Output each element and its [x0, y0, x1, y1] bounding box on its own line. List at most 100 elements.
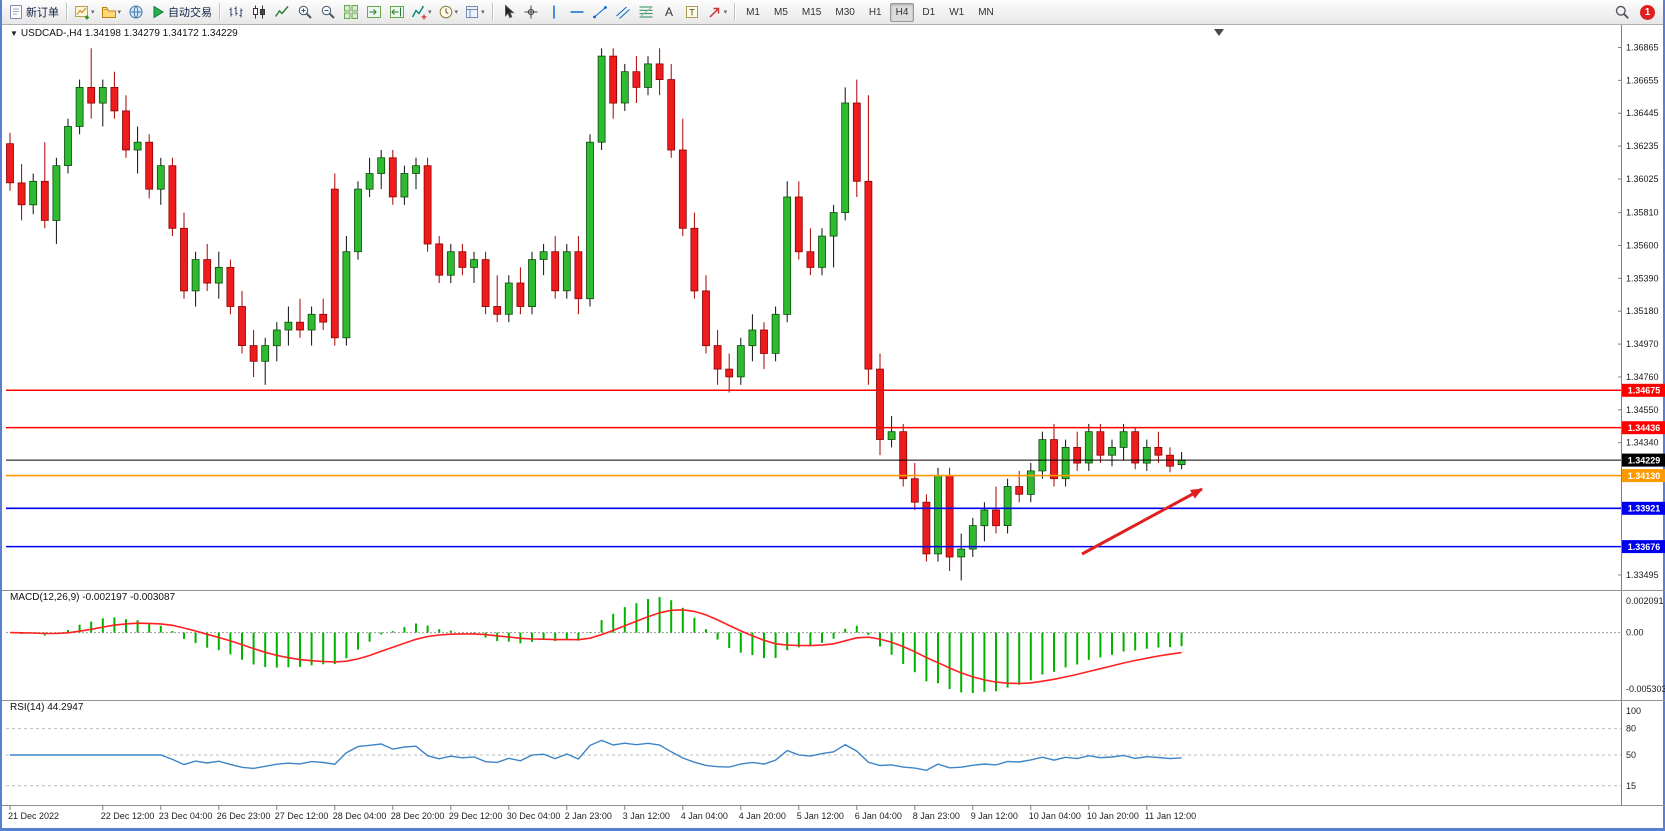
candle-body — [365, 173, 374, 190]
candle-body — [899, 431, 908, 480]
zoom-in-icon — [297, 4, 313, 20]
candle-body — [1003, 486, 1012, 526]
new-order-button[interactable]: 新订单 — [5, 2, 62, 23]
macd-signal-line — [9, 608, 1182, 685]
fibonacci-icon — [638, 4, 654, 20]
macd-label: MACD(12,26,9) -0.002197 -0.003087 — [10, 592, 176, 603]
auto-scroll-button[interactable] — [362, 2, 385, 23]
candle-body — [644, 63, 652, 88]
tile-windows-button[interactable] — [339, 2, 362, 23]
candle-body — [539, 251, 548, 260]
arrow-tool-icon — [707, 4, 723, 20]
auto-trading-label: 自动交易 — [168, 7, 213, 19]
candle-body — [945, 475, 954, 558]
candle-body — [400, 173, 409, 198]
toolbar: 新订单 ▾ ▾ 自动交易 ▾ ▾ ▾ A T ▾ M1 M5 M15 M30 H1 H4 D1 W1 MN 1 — [2, 0, 1663, 25]
bar-chart-button[interactable] — [224, 2, 247, 23]
candle-body — [145, 141, 154, 190]
indicators-button[interactable]: ▾ — [408, 2, 435, 23]
chart-shift-icon — [389, 4, 405, 20]
timeframe-h4-button[interactable]: H4 — [889, 2, 915, 22]
crosshair-button[interactable] — [520, 2, 543, 23]
price-scale-label: 1.34760 — [1626, 372, 1659, 382]
candle-body — [284, 321, 293, 331]
candle-body — [238, 306, 246, 346]
svg-text:15: 15 — [1626, 781, 1636, 791]
candle-body — [864, 180, 873, 370]
timeframe-d1-button[interactable]: D1 — [922, 6, 936, 18]
auto-trading-button[interactable]: 自动交易 — [147, 2, 215, 23]
text-button[interactable]: A — [658, 2, 681, 23]
notifications-badge[interactable]: 1 — [1640, 4, 1655, 20]
indicators-icon — [411, 4, 427, 20]
price-chart-canvas[interactable]: 1.34675 1.34436 1.34229 1.34130 1.33921 1.336… — [2, 25, 1665, 831]
profiles-button[interactable]: ▾ — [98, 2, 125, 23]
search-button[interactable] — [1610, 2, 1633, 23]
zoom-out-button[interactable] — [316, 2, 339, 23]
cursor-icon — [500, 4, 516, 20]
toolbar-separator — [491, 3, 493, 21]
candle-body — [249, 345, 258, 362]
candle-body — [6, 143, 14, 184]
timeframe-m30-button[interactable]: M30 — [835, 6, 855, 18]
chart-shift-button[interactable] — [385, 2, 408, 23]
candle-body — [841, 102, 850, 213]
candle-body — [1108, 446, 1116, 456]
cursor-button[interactable] — [497, 2, 520, 23]
timeframe-m5-button[interactable]: M5 — [774, 6, 788, 18]
time-scale[interactable]: 21 Dec 2022 22 Dec 12:00 23 Dec 04:00 26 De… — [8, 805, 1196, 821]
time-scale-label: 5 Jan 12:00 — [797, 811, 844, 821]
candle-body — [980, 509, 989, 527]
chart-shift-marker-icon[interactable] — [1214, 29, 1224, 36]
candle-body — [29, 180, 38, 206]
candle-body — [794, 196, 803, 253]
candlestick-chart-button[interactable] — [247, 2, 270, 23]
trendline-button[interactable] — [589, 2, 612, 23]
zoom-in-button[interactable] — [293, 2, 316, 23]
timeframe-mn-button[interactable]: MN — [978, 6, 994, 18]
trend-arrow-annotation[interactable] — [1081, 487, 1203, 556]
candle-body — [423, 165, 432, 245]
periods-button[interactable]: ▾ — [435, 2, 462, 23]
timeframe-m15-button[interactable]: M15 — [801, 6, 822, 18]
price-scale-label: 1.34970 — [1626, 339, 1659, 349]
price-scale-label: 1.35180 — [1626, 306, 1659, 316]
candle-body — [783, 196, 792, 315]
horizontal-line-button[interactable] — [566, 2, 589, 23]
timeframe-w1-button[interactable]: W1 — [949, 6, 965, 18]
candle-body — [377, 157, 386, 174]
auto-scroll-icon — [366, 4, 382, 20]
candle-body — [435, 243, 444, 276]
rsi-line — [10, 739, 1182, 772]
macd-scale: 0.002091 0.00 -0.005303 — [1626, 596, 1665, 694]
templates-button[interactable]: ▾ — [461, 2, 488, 23]
time-scale-label: 11 Jan 12:00 — [1145, 811, 1196, 821]
candle-body — [52, 165, 61, 221]
text-label-button[interactable]: T — [681, 2, 704, 23]
timeframe-m1-button[interactable]: M1 — [746, 6, 760, 18]
price-scale[interactable]: 1.36865 1.36655 1.36445 1.36235 1.36025 1.358… — [1618, 25, 1659, 805]
vline-icon — [546, 4, 562, 20]
new-order-icon — [8, 4, 24, 20]
price-scale-label: 1.36655 — [1626, 75, 1659, 85]
arrows-button[interactable]: ▾ — [704, 2, 731, 23]
candle-body — [1131, 431, 1140, 464]
data-window-button[interactable] — [124, 2, 147, 23]
new-chart-button[interactable]: ▾ — [71, 2, 98, 23]
svg-text:A: A — [665, 5, 673, 19]
chevron-down-icon: ▾ — [481, 9, 485, 16]
candle-body — [1177, 459, 1186, 465]
horizontal-levels[interactable]: 1.34675 1.34436 1.34229 1.34130 1.33921 1.336… — [6, 383, 1665, 554]
clock-icon — [438, 4, 454, 20]
candle-body — [876, 368, 884, 440]
vertical-line-button[interactable] — [543, 2, 566, 23]
trendline-icon — [592, 4, 608, 20]
timeframe-h1-button[interactable]: H1 — [868, 6, 882, 18]
candle-body — [1154, 446, 1163, 456]
chart-area[interactable]: 1.34675 1.34436 1.34229 1.34130 1.33921 1.336… — [2, 25, 1665, 831]
candle-body — [690, 227, 699, 292]
line-chart-button[interactable] — [270, 2, 293, 23]
one-click-trading-icon[interactable]: ▼ — [10, 29, 18, 38]
fibonacci-button[interactable] — [635, 2, 658, 23]
equidistant-channel-button[interactable] — [612, 2, 635, 23]
